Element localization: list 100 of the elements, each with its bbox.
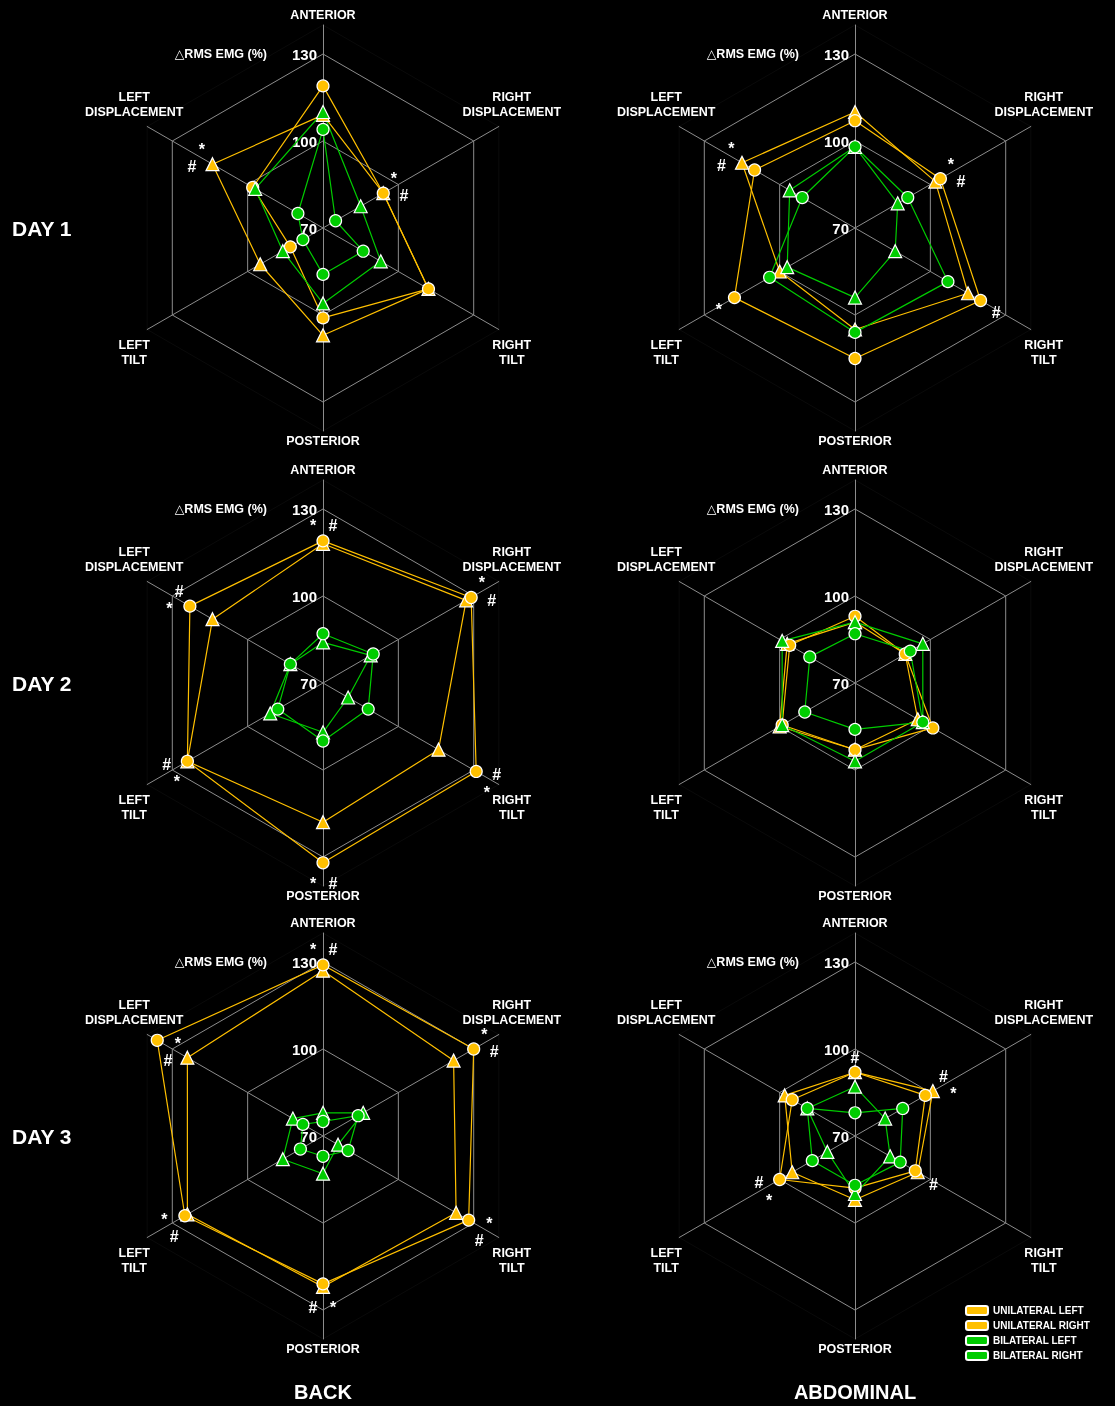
legend-label: BILATERAL RIGHT — [992, 1350, 1083, 1361]
text: ABDOMINAL — [793, 1381, 917, 1403]
spoke-label: LEFT DISPLACEMENT — [84, 89, 184, 119]
text: # — [163, 1052, 173, 1070]
spoke-label: ANTERIOR — [290, 8, 356, 22]
y-tick-label: 130 — [823, 953, 849, 971]
text: * — [173, 773, 180, 791]
y-tick-label: 130 — [291, 500, 317, 518]
y-tick-label: 100 — [823, 1040, 849, 1058]
spoke-label: RIGHT TILT — [492, 337, 532, 367]
text: # — [938, 1067, 948, 1085]
text: * — [309, 517, 317, 535]
text: # — [754, 1174, 764, 1192]
y-tick-label: 70 — [300, 674, 317, 692]
text: BACK — [294, 1381, 353, 1403]
text: * — [174, 1035, 181, 1053]
text: * — [390, 170, 397, 188]
spoke-label: POSTERIOR — [286, 889, 360, 903]
spoke-label: RIGHT TILT — [1024, 337, 1064, 367]
text: * — [947, 155, 955, 173]
text: # — [399, 187, 409, 205]
text: △RMS EMG (%) — [706, 955, 799, 969]
spoke-label: RIGHT TILT — [492, 792, 532, 822]
spoke-label: LEFT TILT — [650, 1245, 683, 1275]
text: DAY 3 — [12, 1124, 72, 1148]
text: # — [328, 941, 338, 959]
spoke-label: POSTERIOR — [286, 1342, 360, 1356]
text: # — [474, 1232, 484, 1250]
legend-label: UNILATERAL RIGHT — [992, 1320, 1090, 1331]
y-tick-label: 130 — [823, 500, 849, 518]
text: * — [765, 1191, 773, 1209]
y-tick-label: 70 — [832, 1127, 849, 1145]
spoke-label: ANTERIOR — [822, 8, 888, 22]
text: △RMS EMG (%) — [174, 47, 267, 61]
spoke-label: POSTERIOR — [818, 889, 892, 903]
text: # — [169, 1227, 179, 1245]
text: * — [481, 1025, 488, 1043]
spoke-label: LEFT TILT — [118, 792, 151, 822]
text: △RMS EMG (%) — [174, 955, 267, 969]
spoke-label: ANTERIOR — [290, 916, 356, 930]
text: # — [308, 1299, 318, 1317]
y-tick-label: 70 — [832, 674, 849, 692]
spoke-label: ANTERIOR — [822, 463, 888, 477]
spoke-label: RIGHT DISPLACEMENT — [462, 997, 562, 1027]
spoke-label: LEFT DISPLACEMENT — [616, 544, 716, 574]
text: * — [483, 783, 490, 801]
spoke-label: ANTERIOR — [290, 463, 356, 477]
y-tick-label: 100 — [823, 587, 849, 605]
y-tick-label: 130 — [823, 45, 849, 63]
text: # — [487, 591, 497, 609]
text: # — [928, 1175, 938, 1193]
text: # — [174, 582, 184, 600]
y-tick-label: 70 — [300, 1127, 317, 1145]
text: * — [728, 139, 735, 157]
text: * — [478, 574, 485, 592]
text: * — [166, 600, 173, 618]
text: △RMS EMG (%) — [174, 502, 267, 516]
y-tick-label: 100 — [291, 587, 317, 605]
y-tick-label: 70 — [300, 219, 317, 237]
text: * — [715, 301, 722, 319]
text: △RMS EMG (%) — [706, 47, 799, 61]
text: DAY 1 — [12, 216, 72, 240]
text: # — [956, 172, 966, 190]
legend-label: BILATERAL LEFT — [992, 1335, 1077, 1346]
spoke-label: LEFT TILT — [118, 337, 151, 367]
spoke-label: LEFT DISPLACEMENT — [84, 544, 184, 574]
text: * — [950, 1085, 957, 1103]
text: # — [162, 756, 172, 774]
spoke-label: RIGHT DISPLACEMENT — [462, 89, 562, 119]
spoke-label: LEFT TILT — [650, 337, 683, 367]
spoke-label: POSTERIOR — [818, 1342, 892, 1356]
spoke-label: RIGHT TILT — [492, 1245, 532, 1275]
spoke-label: LEFT TILT — [650, 792, 683, 822]
y-tick-label: 100 — [291, 1040, 317, 1058]
spoke-label: RIGHT DISPLACEMENT — [994, 89, 1094, 119]
text: # — [991, 304, 1001, 321]
text: # — [716, 156, 726, 174]
spoke-label: POSTERIOR — [818, 434, 892, 448]
text: * — [329, 1299, 337, 1317]
text: △RMS EMG (%) — [706, 502, 799, 516]
text: DAY 2 — [12, 671, 72, 695]
y-tick-label: 100 — [823, 132, 849, 150]
y-tick-label: 130 — [291, 45, 317, 63]
spoke-label: LEFT TILT — [118, 1245, 151, 1275]
text: * — [486, 1214, 493, 1232]
text: # — [489, 1043, 499, 1061]
spoke-label: LEFT DISPLACEMENT — [616, 89, 716, 119]
spoke-label: LEFT DISPLACEMENT — [616, 997, 716, 1027]
spoke-label: POSTERIOR — [286, 434, 360, 448]
text: * — [161, 1210, 168, 1228]
legend-label: UNILATERAL LEFT — [992, 1305, 1084, 1316]
text: # — [850, 1048, 860, 1066]
spoke-label: ANTERIOR — [822, 916, 888, 930]
text: # — [187, 158, 197, 176]
spoke-label: RIGHT DISPLACEMENT — [994, 544, 1094, 574]
spoke-label: RIGHT DISPLACEMENT — [994, 997, 1094, 1027]
text: * — [198, 141, 206, 159]
spoke-label: LEFT DISPLACEMENT — [84, 997, 184, 1027]
text: # — [328, 517, 338, 535]
y-tick-label: 70 — [832, 219, 849, 237]
